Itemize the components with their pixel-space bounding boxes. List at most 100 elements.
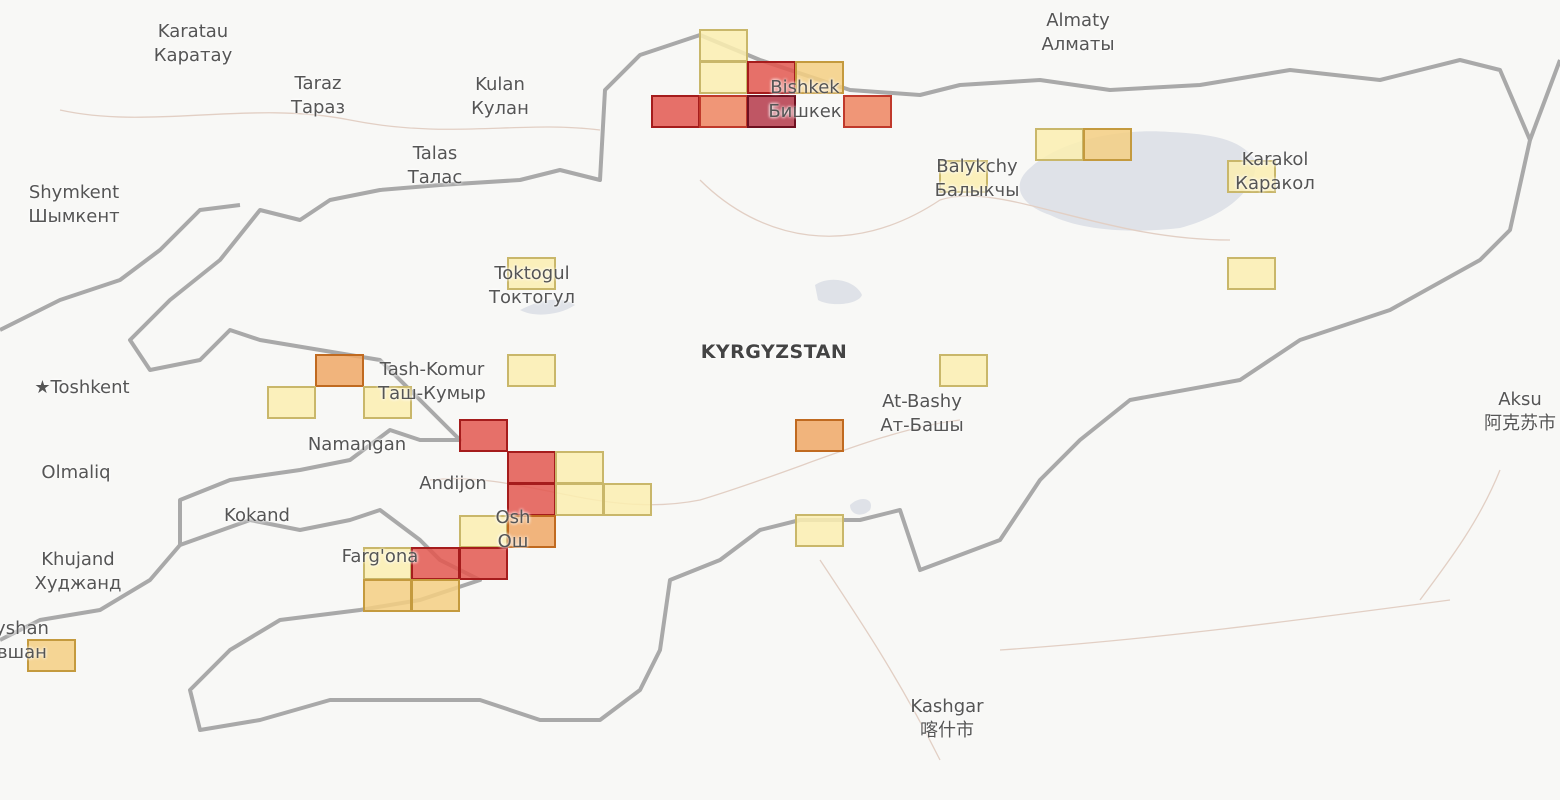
place-name-local: Бишкек bbox=[768, 101, 842, 122]
grid-cell[interactable] bbox=[459, 547, 508, 580]
place-name: At-Bashy bbox=[882, 391, 962, 412]
place-name-local: Ат-Башы bbox=[880, 415, 964, 436]
country-label: KYRGYZSTAN bbox=[700, 341, 848, 363]
place-label: ★Toshkent bbox=[34, 376, 129, 400]
border-tajikistan bbox=[0, 543, 182, 642]
place-name-local: вшан bbox=[0, 642, 47, 663]
grid-cell[interactable] bbox=[1083, 128, 1132, 161]
grid-cell[interactable] bbox=[507, 515, 556, 548]
place-name: Khujand bbox=[41, 549, 115, 570]
place-name: Taraz bbox=[294, 73, 342, 94]
place-name: Kokand bbox=[224, 505, 290, 526]
place-label: Kulan Кулан bbox=[471, 73, 529, 121]
borders bbox=[0, 33, 1560, 732]
grid-cell[interactable] bbox=[747, 61, 796, 94]
place-name-local: Шымкент bbox=[28, 206, 120, 227]
place-name-local: Каратау bbox=[153, 45, 233, 66]
place-label: Kokand bbox=[224, 504, 290, 528]
place-name: Kulan bbox=[475, 74, 525, 95]
grid-cell[interactable] bbox=[1227, 257, 1276, 290]
place-name: Almaty bbox=[1046, 10, 1110, 31]
place-name: Namangan bbox=[307, 434, 407, 455]
border-kazakhstan-uzbekistan bbox=[0, 203, 241, 332]
place-label: Farg'ona bbox=[342, 545, 419, 569]
place-name: Tash-Komur bbox=[379, 359, 485, 380]
place-name: ★Toshkent bbox=[34, 377, 130, 398]
grid-cell[interactable] bbox=[507, 354, 556, 387]
place-label: Bishkek Бишкек bbox=[768, 76, 841, 124]
place-name: Shymkent bbox=[28, 182, 120, 203]
grid-cell[interactable] bbox=[27, 639, 76, 672]
grid-cell[interactable] bbox=[1035, 128, 1084, 161]
place-name-local: Таш-Кумыр bbox=[378, 383, 486, 404]
place-label: Tash-Komur Таш-Кумыр bbox=[378, 358, 486, 406]
place-name-local: Балыкчы bbox=[934, 180, 1020, 201]
place-label: Andijon bbox=[419, 472, 487, 496]
place-name-local: 喀什市 bbox=[919, 720, 974, 741]
place-name-local: Талас bbox=[407, 167, 463, 188]
place-label: Shymkent Шымкент bbox=[28, 181, 119, 229]
place-label: Kashgar 喀什市 bbox=[910, 695, 983, 743]
grid-cell[interactable] bbox=[555, 451, 604, 484]
place-label: Almaty Алматы bbox=[1041, 9, 1114, 57]
place-name: Kashgar bbox=[910, 696, 984, 717]
place-name: Olmaliq bbox=[41, 462, 111, 483]
grid-cell[interactable] bbox=[939, 354, 988, 387]
place-name: Karakol bbox=[1241, 149, 1309, 170]
place-label: Karatau Каратау bbox=[154, 20, 232, 68]
grid-cell[interactable] bbox=[507, 257, 556, 290]
grid-cell[interactable] bbox=[795, 61, 844, 94]
place-name: Osh bbox=[495, 507, 531, 528]
lake-toktogul bbox=[520, 299, 575, 315]
place-name: Aksu bbox=[1498, 389, 1542, 410]
place-name-local: Алматы bbox=[1041, 34, 1115, 55]
place-label: Khujand Худжанд bbox=[35, 548, 122, 596]
place-label: Olmaliq bbox=[41, 461, 110, 485]
grid-cells bbox=[27, 29, 1276, 672]
place-name-local: Тараз bbox=[290, 97, 346, 118]
grid-cell[interactable] bbox=[603, 483, 652, 516]
place-label: Toktogul Токтогул bbox=[489, 262, 575, 310]
place-name: yshan bbox=[0, 618, 49, 639]
place-name: Farg'ona bbox=[341, 546, 419, 567]
grid-cell[interactable] bbox=[795, 419, 844, 452]
grid-cell[interactable] bbox=[363, 386, 412, 419]
place-name-local: 阿克苏市 bbox=[1484, 413, 1556, 434]
grid-cell[interactable] bbox=[843, 95, 892, 128]
grid-cell[interactable] bbox=[939, 160, 988, 193]
place-label: Aksu 阿克苏市 bbox=[1484, 388, 1556, 436]
grid-cell[interactable] bbox=[411, 579, 460, 612]
place-name-local: Ош bbox=[497, 531, 529, 552]
grid-cell[interactable] bbox=[747, 95, 796, 128]
place-name: Karatau bbox=[157, 21, 229, 42]
place-name-local: Каракол bbox=[1235, 173, 1315, 194]
grid-cell[interactable] bbox=[459, 419, 508, 452]
place-label: yshan вшан bbox=[0, 617, 49, 665]
grid-cell[interactable] bbox=[699, 95, 748, 128]
place-label: Talas Талас bbox=[408, 142, 462, 190]
place-label: At-Bashy Ат-Башы bbox=[880, 390, 963, 438]
place-name-local: Кулан bbox=[471, 98, 529, 119]
place-name-local: Токтогул bbox=[489, 287, 575, 308]
place-label: Namangan bbox=[308, 433, 406, 457]
place-name: Toktogul bbox=[494, 263, 570, 284]
border-kyrgyzstan bbox=[128, 33, 1532, 732]
grid-cell[interactable] bbox=[315, 354, 364, 387]
grid-cell[interactable] bbox=[1227, 160, 1276, 193]
border-china bbox=[1528, 59, 1560, 141]
grid-cell[interactable] bbox=[267, 386, 316, 419]
lake-songkol bbox=[815, 279, 862, 305]
lake-chatyr-kol bbox=[850, 498, 871, 515]
place-name: Andijon bbox=[419, 473, 487, 494]
place-label: Balykchy Балыкчы bbox=[935, 155, 1020, 203]
place-name-local: Худжанд bbox=[34, 573, 122, 594]
place-label: Taraz Тараз bbox=[291, 72, 345, 120]
grid-cell[interactable] bbox=[795, 514, 844, 547]
place-name: Talas bbox=[412, 143, 458, 164]
place-label: Karakol Каракол bbox=[1235, 148, 1315, 196]
place-name: Bishkek bbox=[770, 77, 840, 98]
place-name: Balykchy bbox=[936, 156, 1018, 177]
place-label: Osh Ош bbox=[496, 506, 531, 554]
